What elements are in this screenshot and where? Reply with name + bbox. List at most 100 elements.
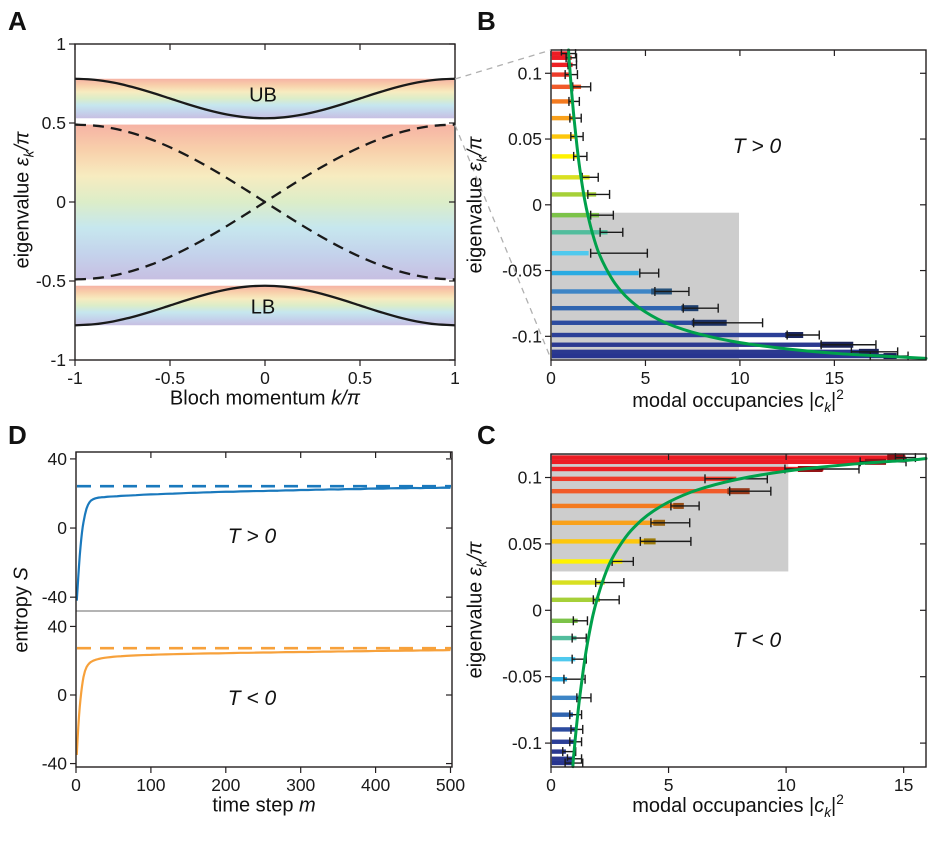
error-bar [599, 227, 624, 237]
error-bar [589, 210, 615, 220]
c-symbol: c [814, 794, 825, 817]
tick-label: 0.05 [508, 534, 542, 554]
epsilon-symbol: ε [464, 162, 487, 172]
k-subscript: k [824, 804, 831, 820]
k-subscript: k [474, 560, 490, 568]
occupancy-bar [551, 503, 675, 509]
epsilon-symbol: ε [11, 157, 34, 167]
error-bar [639, 536, 692, 546]
b-x-axis-label-text: modal occupancies | [632, 389, 815, 412]
tick-label: 200 [211, 775, 240, 795]
d-y-axis-label-text: entropy [10, 580, 33, 653]
occupancy-bar [551, 154, 580, 159]
occupancy-bar [551, 559, 623, 564]
bar-symbol: | [831, 794, 837, 817]
tick-label: 0.5 [348, 368, 372, 388]
tick-label: 0 [532, 600, 542, 620]
tick-label: 5 [641, 368, 651, 388]
tick-label: 1 [56, 34, 66, 54]
occupancy-bar [551, 305, 683, 311]
occupancy-bar [551, 99, 574, 104]
occupancy-bar [551, 580, 605, 585]
tick-label: 0 [57, 685, 67, 705]
panel-b-plot [551, 48, 928, 361]
occupancy-bar [551, 212, 600, 218]
b-x-axis-label: modal occupancies |ck|2 [632, 387, 844, 415]
error-bar [692, 318, 764, 328]
occupancy-bar [551, 55, 572, 60]
error-bar [682, 303, 719, 313]
occupancy-bar [551, 476, 737, 482]
occupancy-bar [551, 289, 652, 294]
occupancy-bar [551, 466, 824, 472]
occupancy-bar [551, 656, 576, 662]
tick-label: 400 [361, 775, 390, 795]
panel-d-plot [75, 484, 452, 756]
tick-label: 0 [546, 775, 556, 795]
bar-symbol: | [831, 389, 837, 412]
error-bar [569, 113, 582, 123]
a-y-axis-label-text: eigenvalue [11, 166, 34, 269]
occupancy-bar [551, 749, 566, 754]
occupancy-bar [551, 134, 577, 139]
tick-label: -0.1 [512, 326, 542, 346]
gap-state-ascending [74, 123, 456, 281]
occupancy-bar [551, 62, 573, 68]
error-bar [587, 189, 611, 199]
occupancy-bar [551, 342, 822, 347]
error-bar [650, 518, 691, 528]
occupancy-bar [551, 727, 576, 732]
temperature-label-b: T > 0 [732, 135, 782, 158]
occupancy-bar [551, 455, 906, 460]
occupancy-bar [551, 756, 575, 761]
c-x-axis-label-text: modal occupancies | [632, 794, 815, 817]
tick-label: 0 [532, 195, 542, 215]
upper-band-dispersion [74, 77, 456, 120]
panel-label-b: B [477, 6, 496, 36]
occupancy-bar [551, 695, 582, 701]
occupancy-bar [551, 618, 578, 623]
error-bar [568, 96, 581, 106]
pi-symbol: /π [11, 131, 34, 151]
tick-label: 0.1 [518, 63, 542, 83]
tick-label: 1 [450, 368, 460, 388]
tick-label: 15 [825, 368, 844, 388]
occupancy-bar [551, 488, 729, 494]
panel-c-plot [551, 453, 928, 769]
panel-label-a: A [8, 6, 27, 36]
lower-band [76, 285, 454, 326]
tick-label: 100 [136, 775, 165, 795]
temperature-label-d-bottom: T < 0 [227, 687, 277, 710]
panel-b-plot-axes: 0 5 10 15 0.1 0.05 0 -0.05 -0.1 [502, 49, 927, 388]
pi-symbol: /π [464, 136, 487, 156]
measured-region [552, 454, 789, 572]
tick-label: 0 [56, 192, 66, 212]
c-y-axis-label: eigenvalue εk/π [465, 542, 490, 679]
occupancy-bar [551, 712, 573, 717]
occupancy-bar [551, 353, 885, 359]
occupancy-bar [551, 84, 582, 90]
occupancy-bar [551, 72, 570, 77]
occupancy-bar [551, 192, 597, 197]
tick-label: 5 [664, 775, 674, 795]
temperature-label-c: T < 0 [732, 629, 782, 652]
occupancy-bar [551, 251, 589, 256]
tick-label: 40 [48, 449, 68, 469]
zoom-connector-line [454, 124, 552, 360]
panel-label-d: D [8, 420, 27, 450]
rayleigh-jeans-fit [571, 457, 928, 769]
tick-label: -0.5 [155, 368, 185, 388]
tick-label: -40 [42, 754, 68, 774]
upper-band-label: UB [249, 84, 277, 107]
zoom-connector-line [454, 49, 552, 80]
k-subscript: k [474, 155, 490, 163]
occupancy-bar [551, 115, 575, 121]
occupancy-bar [551, 270, 639, 276]
tick-label: -40 [42, 587, 68, 607]
b-y-axis-label-text: eigenvalue [464, 171, 487, 274]
b-y-axis-label: eigenvalue εk/π [465, 137, 490, 274]
error-bar [820, 340, 877, 350]
k-subscript: k [21, 150, 37, 158]
occupancy-bar [551, 230, 608, 235]
